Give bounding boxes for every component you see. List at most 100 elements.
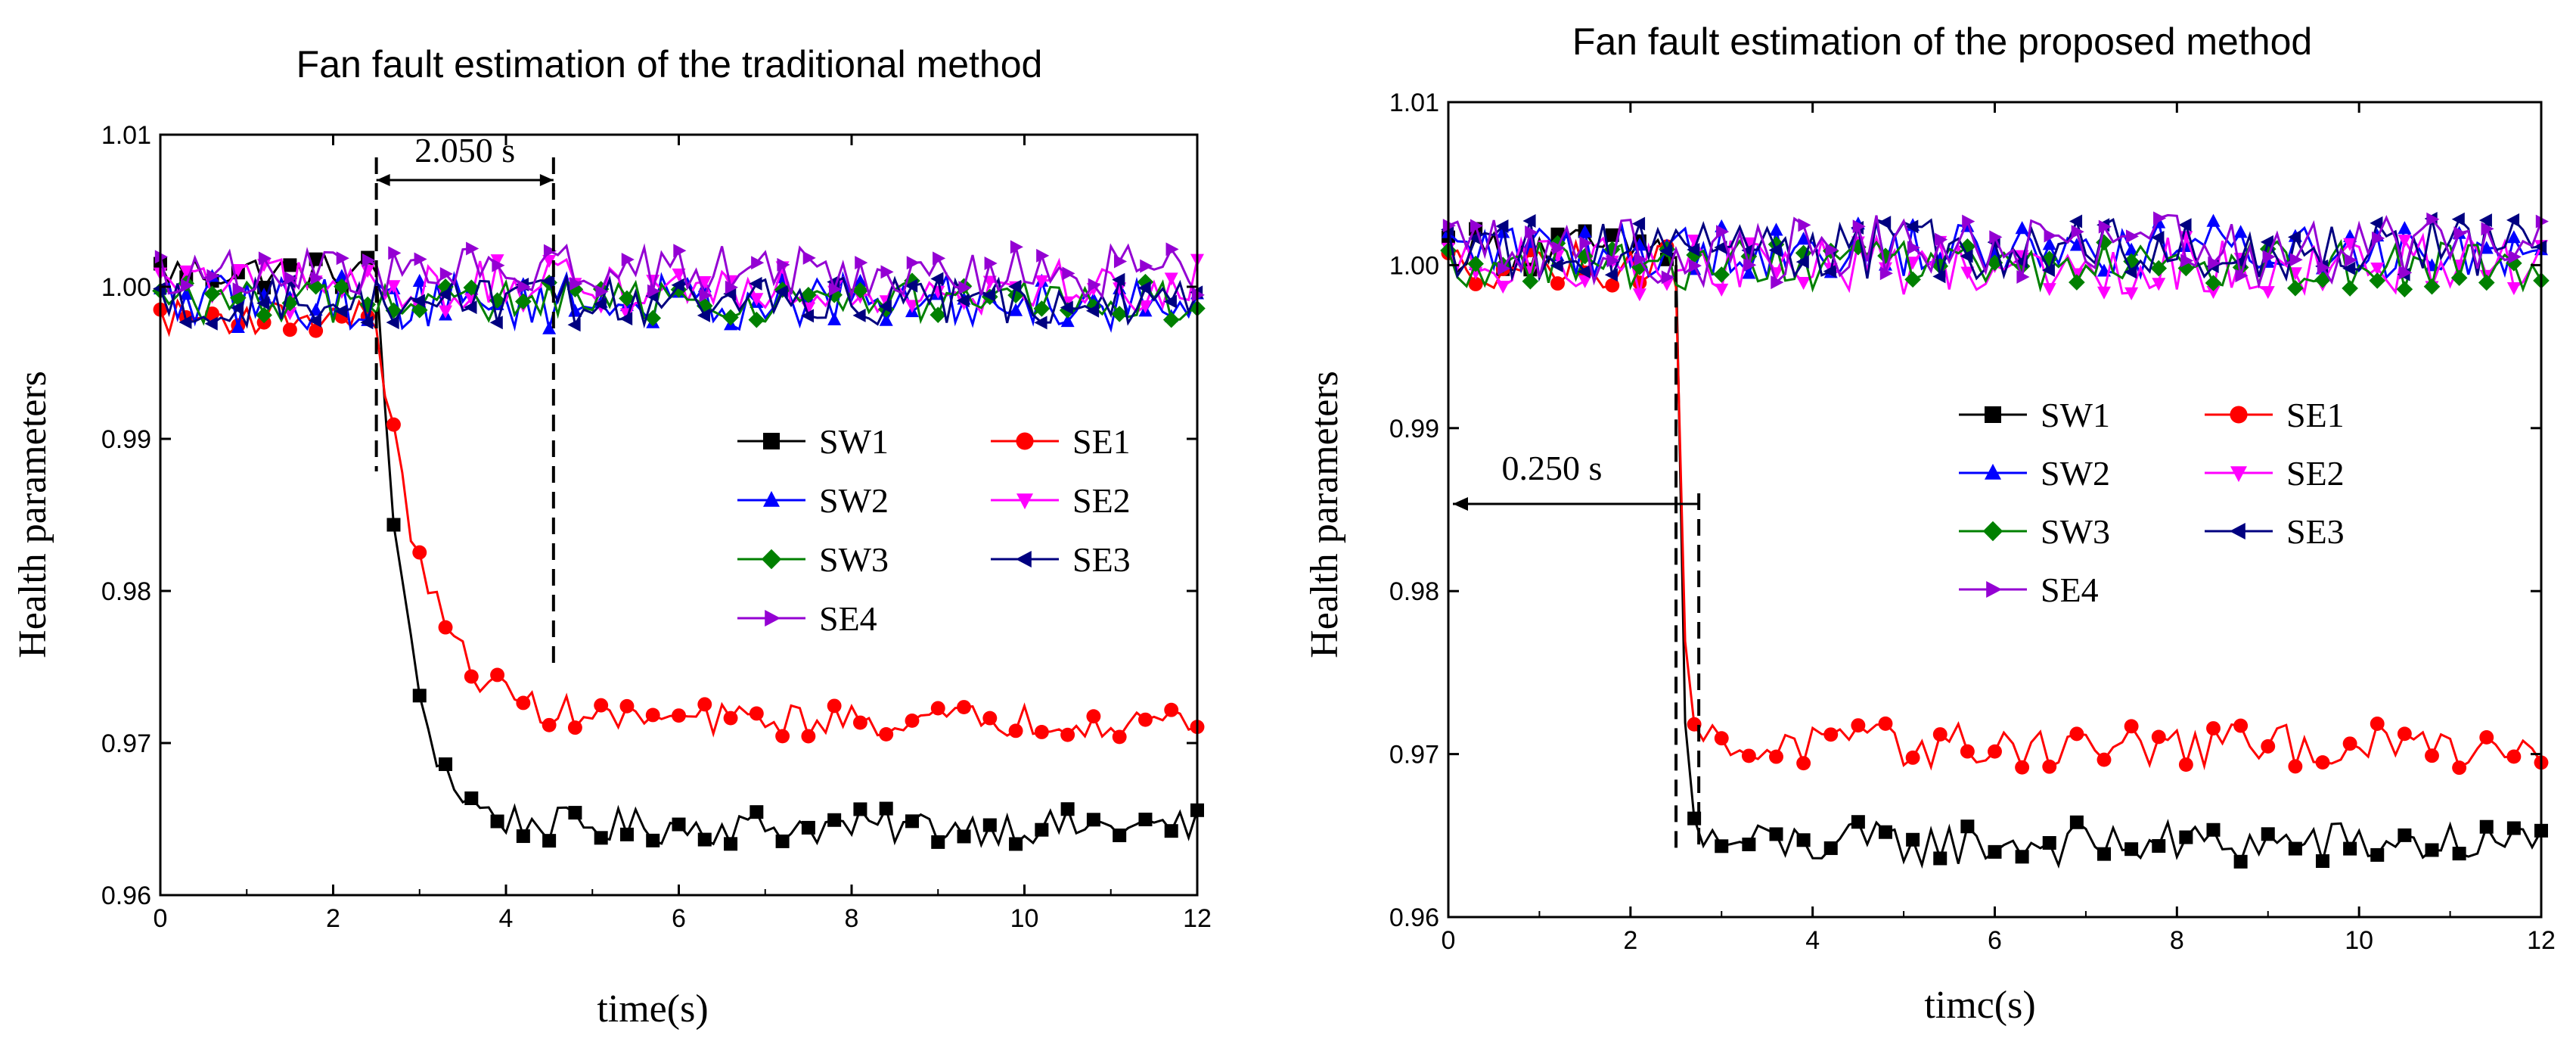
point-se4 <box>933 251 946 266</box>
x-tick-label: 8 <box>845 904 859 933</box>
point-sw3 <box>2150 260 2168 277</box>
point-se3 <box>230 300 244 315</box>
point-se1 <box>645 707 660 723</box>
point-se3 <box>542 274 555 288</box>
point-se3 <box>1905 219 1919 234</box>
legend: SW1 SE1 SW2 SE2 SW3 SE3 SE4 <box>1959 396 2345 609</box>
legend-label: SW3 <box>819 540 889 579</box>
point-sw1 <box>2288 841 2302 856</box>
point-sw2 <box>2206 213 2221 227</box>
legend-marker <box>1016 432 1034 450</box>
point-se1 <box>309 323 324 338</box>
legend-item-se4: SE4 <box>737 599 877 638</box>
point-se1 <box>1905 750 1920 765</box>
point-se4 <box>1165 242 1179 257</box>
point-se4 <box>1634 252 1647 266</box>
point-sw1 <box>672 817 686 832</box>
point-sw1 <box>750 805 764 819</box>
point-se2 <box>179 265 194 279</box>
point-sw1 <box>1086 813 1100 827</box>
point-sw2 <box>179 286 194 300</box>
point-sw1 <box>2015 850 2029 864</box>
point-se4 <box>2481 222 2494 236</box>
point-se4 <box>2508 250 2522 264</box>
point-se1 <box>619 698 635 714</box>
point-sw2 <box>1578 224 1592 238</box>
point-sw1 <box>982 818 997 832</box>
point-se4 <box>2235 269 2249 283</box>
point-sw2 <box>1742 266 1756 279</box>
point-se1 <box>1112 729 1127 745</box>
legend-marker <box>1985 463 2001 480</box>
point-se1 <box>1714 731 1729 746</box>
point-se4 <box>1771 275 1784 290</box>
point-sw2 <box>568 303 582 317</box>
point-se4 <box>1688 259 1702 273</box>
point-se4 <box>1470 219 1484 233</box>
point-sw1 <box>2370 847 2385 862</box>
point-se4 <box>1606 253 1620 268</box>
point-se2 <box>1960 266 1975 280</box>
point-sw3 <box>2369 272 2386 289</box>
point-se1 <box>957 700 971 714</box>
point-se3 <box>1687 243 1700 257</box>
point-se3 <box>852 308 866 322</box>
series-se1 <box>153 298 1205 745</box>
point-sw1 <box>464 791 479 806</box>
legend-item-sw2: SW2 <box>737 481 889 520</box>
point-sw2 <box>2398 221 2412 235</box>
point-se3 <box>464 300 477 315</box>
point-sw1 <box>1113 829 1127 843</box>
legend-item-se1: SE1 <box>991 422 1131 461</box>
point-sw1 <box>283 258 297 272</box>
point-se1 <box>2479 729 2494 745</box>
delay-annotation: 0.250 s <box>1502 449 1603 487</box>
point-se3 <box>2451 212 2465 226</box>
y-tick-label: 0.99 <box>1389 415 1439 443</box>
point-se1 <box>1550 276 1565 291</box>
point-sw1 <box>1988 844 2002 859</box>
point-se3 <box>1659 244 1673 258</box>
point-sw1 <box>1796 833 1811 847</box>
point-se4 <box>543 244 557 258</box>
point-se1 <box>1796 756 1811 771</box>
legend-label: SW1 <box>819 422 889 461</box>
point-se1 <box>1988 744 2002 759</box>
y-tick-label: 0.96 <box>1389 903 1439 932</box>
point-sw1 <box>1933 851 1948 866</box>
point-sw3 <box>281 294 299 312</box>
point-sw2 <box>1769 222 1783 236</box>
point-sw2 <box>853 273 867 288</box>
point-se1 <box>386 417 401 432</box>
point-sw1 <box>2452 847 2466 861</box>
point-se4 <box>725 280 738 294</box>
point-sw2 <box>2124 242 2139 256</box>
point-se4 <box>2372 231 2385 245</box>
point-se4 <box>439 267 453 281</box>
point-sw3 <box>800 286 817 303</box>
point-se1 <box>1164 702 1179 717</box>
point-se3 <box>774 285 788 299</box>
point-se3 <box>1960 249 1973 263</box>
legend-marker <box>1016 493 1033 510</box>
point-se1 <box>1851 718 1866 733</box>
point-se1 <box>464 669 479 684</box>
point-se3 <box>2151 231 2165 245</box>
point-sw1 <box>931 835 945 849</box>
point-se3 <box>905 278 918 293</box>
series-line-se1 <box>1448 238 2543 771</box>
point-sw2 <box>412 273 427 287</box>
legend-item-se4: SE4 <box>1959 571 2099 609</box>
legend-marker <box>2229 523 2245 539</box>
point-sw1 <box>2506 821 2521 835</box>
point-sw1 <box>2206 822 2221 837</box>
point-sw2 <box>2233 225 2248 238</box>
series-sw1 <box>1442 222 2548 869</box>
legend-item-se2: SE2 <box>991 481 1131 520</box>
chart-title: Fan fault estimation of the proposed met… <box>1572 20 2312 63</box>
point-se2 <box>1164 272 1178 286</box>
y-axis-label: Health parameters <box>1303 371 1346 658</box>
point-se1 <box>879 726 894 742</box>
point-se4 <box>699 288 712 303</box>
